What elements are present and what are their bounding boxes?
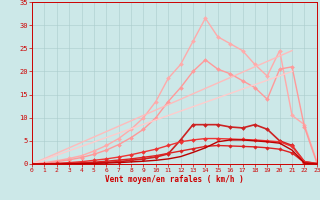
X-axis label: Vent moyen/en rafales ( km/h ): Vent moyen/en rafales ( km/h ) [105,175,244,184]
